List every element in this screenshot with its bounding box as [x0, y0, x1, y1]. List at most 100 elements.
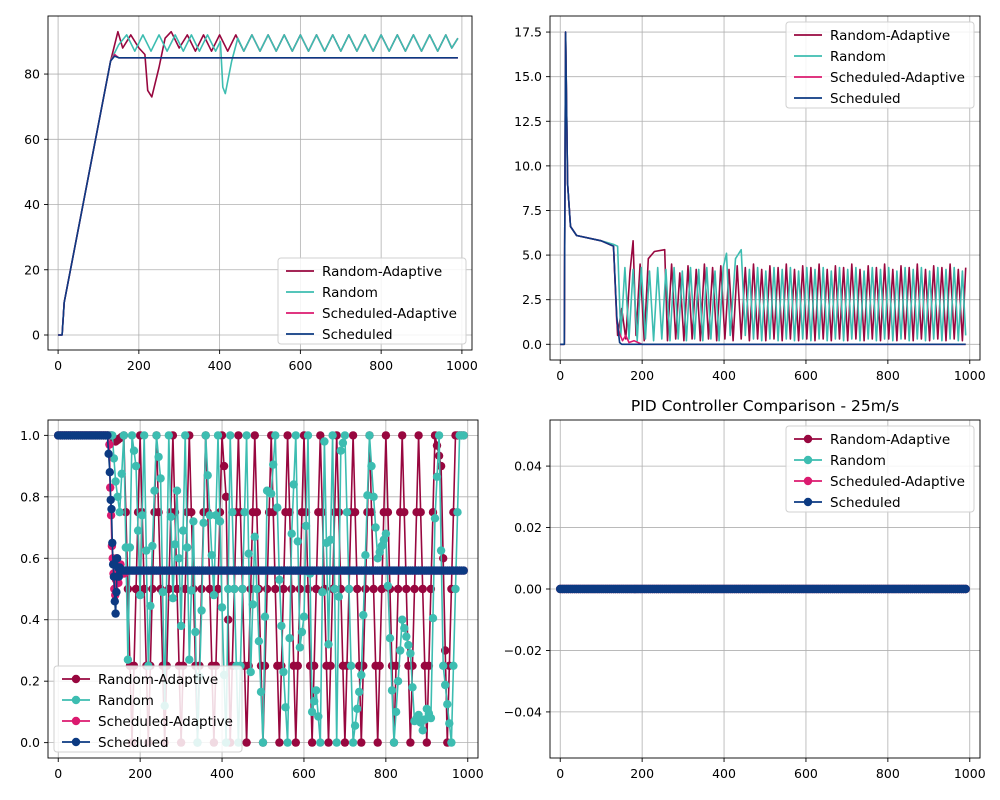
y-tick-label: 17.5: [514, 25, 542, 40]
data-point: [185, 655, 194, 664]
data-point: [260, 612, 270, 621]
data-point: [176, 621, 186, 631]
data-point: [269, 460, 278, 469]
data-point: [228, 508, 237, 517]
x-tick-label: 0: [54, 358, 62, 373]
data-point: [207, 551, 216, 560]
data-point: [406, 649, 415, 658]
data-point: [330, 584, 339, 594]
data-point: [271, 584, 280, 594]
data-point: [183, 543, 192, 552]
data-point: [314, 712, 323, 721]
series-line-random: [560, 31, 967, 346]
x-tick-label: 800: [374, 766, 398, 781]
data-point: [451, 584, 460, 594]
data-point: [199, 518, 208, 528]
data-point: [221, 492, 231, 501]
data-point: [307, 707, 317, 717]
data-point: [181, 431, 190, 440]
y-tick-label: 0.00: [514, 582, 542, 597]
data-point: [398, 615, 407, 624]
data-point: [148, 584, 157, 594]
data-point: [242, 431, 251, 440]
data-point: [367, 508, 376, 517]
y-tick-label: 80: [24, 67, 40, 82]
data-point: [197, 606, 206, 615]
legend-label: Random-Adaptive: [98, 672, 218, 688]
chart-panel-4: 0 200 400 600 800 1000 −0.04 −0.02 0.00 0.02 0.04 P…: [504, 397, 986, 781]
data-point: [342, 508, 352, 517]
data-point: [105, 440, 114, 449]
data-point: [252, 508, 262, 517]
data-point: [285, 508, 294, 517]
series-line-scheduled: [58, 55, 458, 336]
data-point: [187, 508, 196, 517]
x-tick-label: 600: [292, 766, 316, 781]
data-point: [158, 587, 167, 597]
legend-label: Random-Adaptive: [830, 28, 950, 44]
data-point: [172, 584, 182, 594]
data-point: [443, 700, 452, 709]
data-point: [361, 551, 370, 560]
y-tick-label: 0.0: [522, 337, 542, 352]
data-point: [459, 566, 468, 575]
data-point: [383, 581, 393, 591]
data-point: [439, 554, 448, 563]
legend-marker: [803, 476, 813, 486]
data-point: [445, 719, 454, 728]
data-point: [430, 514, 440, 523]
data-point: [211, 511, 221, 520]
data-point: [291, 431, 300, 440]
data-point: [418, 726, 427, 735]
data-point: [295, 584, 305, 594]
data-point: [307, 738, 317, 747]
y-tick-label: 60: [24, 132, 40, 147]
data-point: [142, 546, 151, 555]
series-markers-scheduled: [54, 431, 468, 618]
data-point: [283, 431, 292, 440]
x-tick-label: 1000: [446, 358, 478, 373]
x-tick-label: 600: [288, 358, 312, 373]
data-point: [348, 738, 358, 747]
legend-label: Random-Adaptive: [830, 432, 950, 448]
data-point: [375, 661, 384, 670]
data-point: [324, 640, 333, 649]
data-point: [113, 554, 122, 563]
data-point: [205, 511, 214, 520]
data-point: [205, 584, 214, 594]
data-point: [453, 508, 462, 517]
x-tick-label: 200: [630, 368, 654, 383]
data-point: [219, 461, 229, 471]
legend-label: Scheduled-Adaptive: [830, 474, 965, 490]
y-tick-label: 10.0: [514, 158, 542, 173]
data-point: [316, 738, 325, 747]
x-tick-label: 1000: [954, 766, 986, 781]
data-point: [287, 584, 296, 594]
data-point: [135, 590, 145, 600]
data-point: [359, 610, 368, 620]
data-point: [103, 431, 112, 440]
data-point: [238, 584, 247, 594]
data-point: [369, 492, 378, 501]
data-point: [387, 686, 397, 695]
data-point: [414, 710, 423, 720]
data-point: [213, 584, 223, 594]
data-point: [111, 609, 120, 618]
data-point: [338, 438, 348, 448]
data-point: [110, 597, 120, 606]
data-point: [131, 584, 141, 594]
data-point: [113, 492, 122, 501]
data-point: [187, 586, 196, 595]
data-point: [334, 508, 343, 517]
data-point: [156, 474, 165, 483]
legend-label: Scheduled: [322, 327, 393, 343]
data-point: [391, 707, 401, 717]
y-tick-label: 0.2: [20, 674, 40, 689]
data-point: [361, 584, 370, 594]
data-point: [410, 584, 419, 594]
data-point: [418, 584, 427, 594]
data-point: [111, 477, 120, 486]
data-point: [310, 697, 319, 706]
data-point: [293, 661, 302, 670]
data-point: [373, 738, 382, 747]
